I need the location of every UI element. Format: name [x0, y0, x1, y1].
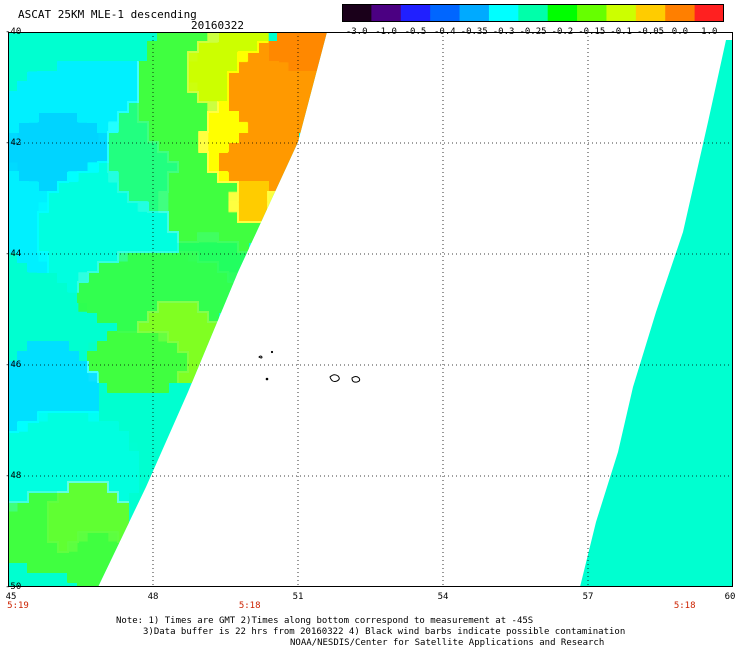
colorbar-swatch — [577, 4, 607, 22]
latitude-label: -50 — [5, 582, 22, 592]
latitude-label: -46 — [5, 360, 22, 370]
colorbar-swatch — [488, 4, 519, 22]
longitude-label: 48 — [147, 592, 159, 602]
map-date: 20160322 — [191, 19, 244, 32]
note-line-2: 3)Data buffer is 22 hrs from 20160322 4)… — [143, 627, 626, 637]
longitude-label: 45 — [5, 592, 17, 602]
colorbar-swatch — [665, 4, 696, 22]
colorbar-swatch — [635, 4, 666, 22]
latitude-label: -40 — [5, 27, 22, 37]
time-label: 5:19 — [7, 601, 29, 611]
colorbar-swatch — [606, 4, 637, 22]
swath-map — [8, 32, 733, 587]
latitude-label: -48 — [5, 471, 22, 481]
longitude-label: 57 — [582, 592, 594, 602]
latitude-label: -42 — [5, 138, 22, 148]
colorbar-frame — [342, 4, 724, 22]
longitude-label: 51 — [292, 592, 304, 602]
left-swath — [8, 32, 327, 587]
colorbar-swatch — [400, 4, 431, 22]
colorbar-swatch — [518, 4, 549, 22]
note-line-3: NOAA/NESDIS/Center for Satellite Applica… — [290, 638, 605, 648]
colorbar — [342, 4, 724, 22]
island-outlines — [258, 350, 361, 383]
colorbar-swatch — [342, 4, 372, 22]
time-label: 5:18 — [238, 601, 261, 611]
graticule — [8, 32, 733, 587]
note-line-1: Note: 1) Times are GMT 2)Times along bot… — [116, 616, 534, 626]
latitude-label: -44 — [5, 249, 22, 259]
longitude-label: 54 — [437, 592, 449, 602]
right-swath — [580, 40, 733, 587]
colorbar-swatch — [430, 4, 461, 22]
colorbar-swatch — [547, 4, 578, 22]
colorbar-swatch — [371, 4, 402, 22]
longitude-label: 60 — [724, 592, 736, 602]
map-title: ASCAT 25KM MLE-1 descending — [18, 8, 197, 21]
colorbar-swatch — [694, 4, 724, 22]
colorbar-swatch — [459, 4, 490, 22]
time-label: 5:18 — [673, 601, 696, 611]
